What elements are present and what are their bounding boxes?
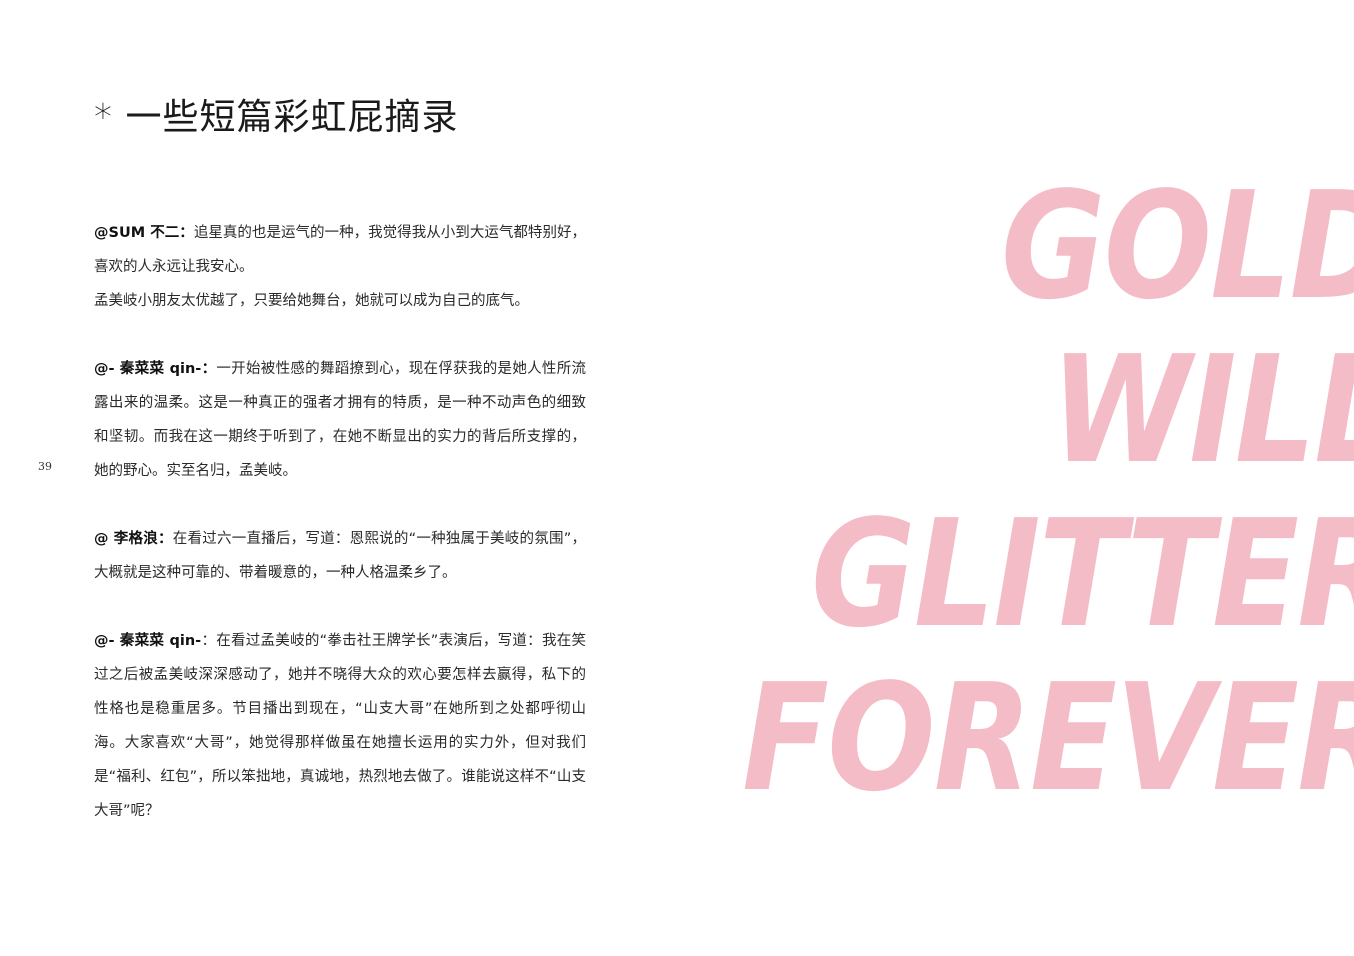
- quote-list: @SUM 不二：追星真的也是运气的一种，我觉得我从小到大运气都特别好，喜欢的人永…: [94, 216, 586, 862]
- quote-item: @- 秦菜菜 qin-：在看过孟美岐的“拳击社王牌学长”表演后，写道：我在笑过之…: [94, 624, 586, 828]
- page-title: * 一些短篇彩虹屁摘录: [94, 97, 459, 138]
- page-number: 39: [38, 460, 52, 473]
- quote-paragraph: @- 秦菜菜 qin-：一开始被性感的舞蹈撩到心，现在俘获我的是她人性所流露出来…: [94, 352, 586, 488]
- quote-paragraph: @ 李格浪：在看过六一直播后，写道：恩熙说的“一种独属于美岐的氛围”，大概就是这…: [94, 522, 586, 590]
- headline-word-forever: FOREVER: [742, 652, 1354, 824]
- headline-word-gold: GOLD: [1001, 160, 1354, 332]
- quote-author: @SUM 不二：: [94, 225, 194, 241]
- quote-text: 一开始被性感的舞蹈撩到心，现在俘获我的是她人性所流露出来的温柔。这是一种真正的强…: [94, 361, 587, 479]
- quote-text: ：在看过孟美岐的“拳击社王牌学长”表演后，写道：我在笑过之后被孟美岐深深感动了，…: [94, 633, 586, 819]
- decorative-headline: GOLD WILL GLITTER FOREVER: [636, 164, 1354, 820]
- quote-author: @- 秦菜菜 qin-：: [94, 361, 217, 377]
- quote-paragraph: @- 秦菜菜 qin-：在看过孟美岐的“拳击社王牌学长”表演后，写道：我在笑过之…: [94, 624, 586, 828]
- headline-word-will: WILL: [1050, 324, 1354, 496]
- quote-item: @ 李格浪：在看过六一直播后，写道：恩熙说的“一种独属于美岐的氛围”，大概就是这…: [94, 522, 586, 590]
- quote-author: @- 秦菜菜 qin-: [94, 633, 202, 649]
- quote-text: 追星真的也是运气的一种，我觉得我从小到大运气都特别好，喜欢的人永远让我安心。: [94, 225, 587, 275]
- quote-author: @ 李格浪：: [94, 531, 173, 547]
- quote-paragraph: 孟美岐小朋友太优越了，只要给她舞台，她就可以成为自己的底气。: [94, 293, 529, 309]
- quote-paragraph: @SUM 不二：追星真的也是运气的一种，我觉得我从小到大运气都特别好，喜欢的人永…: [94, 216, 586, 284]
- headline-word-glitter: GLITTER: [811, 488, 1354, 660]
- quote-item: @SUM 不二：追星真的也是运气的一种，我觉得我从小到大运气都特别好，喜欢的人永…: [94, 216, 586, 318]
- quote-item: @- 秦菜菜 qin-：一开始被性感的舞蹈撩到心，现在俘获我的是她人性所流露出来…: [94, 352, 586, 488]
- quote-text: 在看过六一直播后，写道：恩熙说的“一种独属于美岐的氛围”，大概就是这种可靠的、带…: [94, 531, 586, 581]
